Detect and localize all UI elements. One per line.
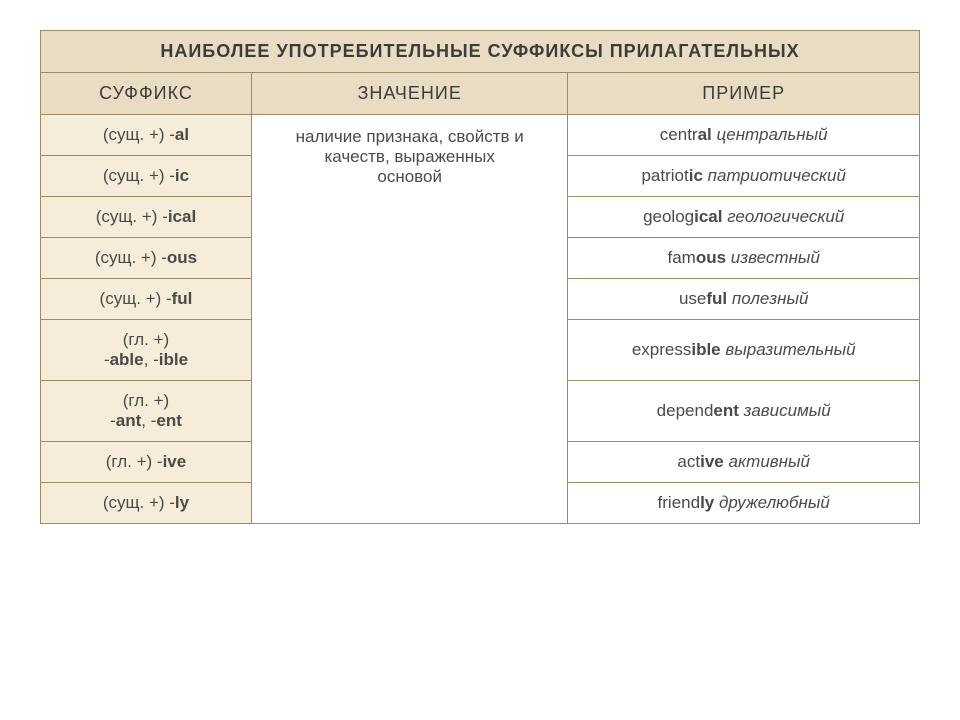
example-cell: geological геологический [568, 197, 920, 238]
example-cell: expressible выразительный [568, 320, 920, 381]
suffix-cell: (гл. +) -ive [41, 442, 252, 483]
suffix-cell: (сущ. +) -ful [41, 279, 252, 320]
suffix-cell: (сущ. +) -ical [41, 197, 252, 238]
table-row: (сущ. +) -al наличие признака, свойств и… [41, 115, 920, 156]
suffix-cell: (сущ. +) -ly [41, 483, 252, 524]
example-cell: useful полезный [568, 279, 920, 320]
example-cell: active активный [568, 442, 920, 483]
suffix-cell: (сущ. +) -al [41, 115, 252, 156]
example-cell: patriotic патриотический [568, 156, 920, 197]
header-meaning: ЗНАЧЕНИЕ [251, 73, 567, 115]
meaning-line1: наличие признака, свойств и [296, 127, 524, 146]
meaning-line2: качеств, выраженных [324, 147, 494, 166]
meaning-cell: наличие признака, свойств и качеств, выр… [251, 115, 567, 524]
table-title: НАИБОЛЕЕ УПОТРЕБИТЕЛЬНЫЕ СУФФИКСЫ ПРИЛАГ… [41, 31, 920, 73]
example-cell: dependent зависимый [568, 381, 920, 442]
title-row: НАИБОЛЕЕ УПОТРЕБИТЕЛЬНЫЕ СУФФИКСЫ ПРИЛАГ… [41, 31, 920, 73]
header-row: СУФФИКС ЗНАЧЕНИЕ ПРИМЕР [41, 73, 920, 115]
example-cell: central центральный [568, 115, 920, 156]
example-cell: famous известный [568, 238, 920, 279]
header-suffix: СУФФИКС [41, 73, 252, 115]
header-example: ПРИМЕР [568, 73, 920, 115]
suffix-cell: (гл. +)-ant, -ent [41, 381, 252, 442]
meaning-line3: основой [377, 167, 442, 186]
suffix-cell: (сущ. +) -ic [41, 156, 252, 197]
example-cell: friendly дружелюбный [568, 483, 920, 524]
suffix-cell: (гл. +)-able, -ible [41, 320, 252, 381]
suffix-table: НАИБОЛЕЕ УПОТРЕБИТЕЛЬНЫЕ СУФФИКСЫ ПРИЛАГ… [40, 30, 920, 524]
suffix-cell: (сущ. +) -ous [41, 238, 252, 279]
